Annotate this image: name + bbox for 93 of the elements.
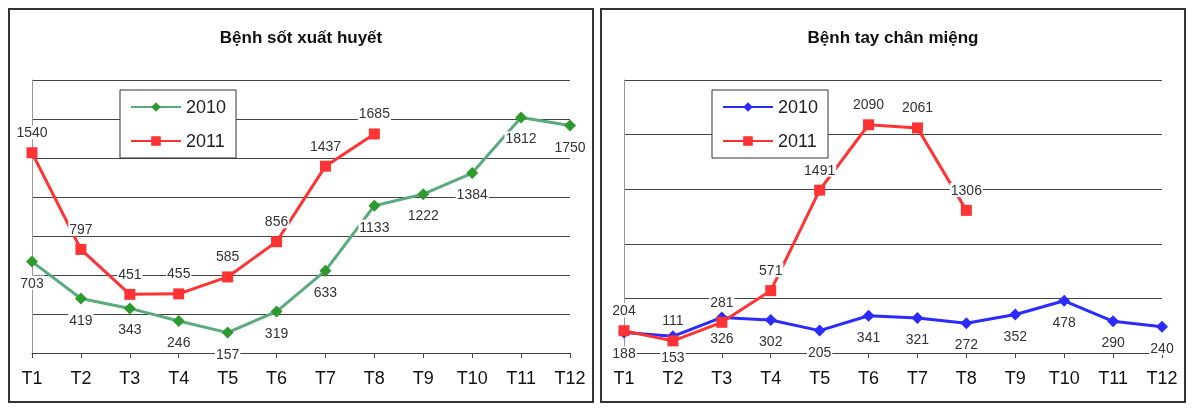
chart-title: Bệnh tay chân miệng [807,28,979,47]
x-tick-label: T5 [809,368,831,388]
data-label: 1437 [309,137,342,154]
legend-label: 2011 [778,131,817,151]
x-tick-label: T9 [1004,368,1026,388]
data-label: 321 [905,330,930,347]
point [124,288,136,300]
point [911,122,923,134]
point [26,147,38,159]
data-label: 478 [1052,313,1077,330]
data-label: 856 [264,213,289,230]
data-label: 205 [807,343,832,360]
x-tick-label: T1 [613,368,635,388]
chart-title: Bệnh sốt xuất huyết [219,28,383,47]
legend-label: 2010 [778,97,819,117]
point [716,316,728,328]
data-label: 1491 [804,161,836,178]
point [75,243,87,255]
data-label: 2061 [901,99,934,116]
x-tick-label: T3 [119,368,141,388]
data-label: 157 [215,345,240,362]
x-tick-label: T6 [266,368,288,388]
data-label: 2090 [852,96,885,113]
x-tick-label: T11 [506,368,536,388]
data-label: 455 [167,265,191,282]
x-tick-label: T10 [1048,368,1080,388]
x-tick-label: T7 [314,368,336,388]
point [1009,308,1022,321]
data-label: 1685 [358,105,391,122]
point [813,324,826,337]
point [911,311,924,324]
data-label: 290 [1101,334,1125,351]
x-tick-label: T9 [412,368,434,388]
data-label: 281 [710,293,734,310]
x-tick-label: T4 [168,368,190,388]
data-label: 1540 [16,124,48,141]
data-label: 272 [954,336,979,353]
point [960,317,973,330]
x-tick-label: T6 [858,368,880,388]
data-label: 240 [1150,339,1174,356]
point [667,335,679,347]
data-label: 1384 [456,186,488,203]
point [814,184,826,196]
data-label: 302 [759,333,783,350]
point [862,309,875,322]
point [1058,294,1071,307]
data-label: 246 [167,334,191,351]
legend-label: 2010 [186,97,227,117]
x-tick-label: T12 [554,368,586,388]
data-label: 1750 [554,138,586,155]
x-tick-label: T1 [21,368,43,388]
point [222,271,234,283]
point [319,160,331,172]
data-label: 111 [662,312,684,329]
data-label: 352 [1003,327,1028,344]
x-tick-label: T10 [456,368,488,388]
x-tick-label: T8 [955,368,977,388]
point [1107,315,1120,328]
point [960,204,972,216]
point [863,119,875,131]
data-label: 1306 [950,181,983,198]
data-label: 204 [612,302,636,319]
point [368,128,380,140]
data-label: 343 [118,321,142,338]
data-label: 1133 [359,218,390,235]
point [765,285,777,297]
data-label: 188 [612,345,636,362]
point [1156,320,1168,333]
x-tick-label: T2 [70,368,92,388]
data-label: 326 [710,330,734,347]
data-label: 1222 [407,207,440,224]
x-tick-label: T2 [662,368,684,388]
data-label: 341 [856,328,881,345]
point [271,236,283,248]
x-tick-label: T3 [711,368,733,388]
x-tick-label: T11 [1098,368,1128,388]
data-label: 451 [118,265,142,282]
legend-label: 2011 [186,131,225,151]
data-label: 571 [759,262,783,279]
data-label: 419 [69,311,93,328]
data-label: 585 [215,248,240,265]
x-tick-label: T8 [363,368,385,388]
point [173,288,185,300]
data-label: 319 [264,324,289,341]
x-tick-label: T5 [217,368,239,388]
x-tick-label: T7 [906,368,928,388]
x-tick-label: T4 [760,368,782,388]
data-label: 633 [313,283,338,300]
data-label: 153 [661,349,685,366]
data-label: 703 [20,274,44,291]
x-tick-label: T12 [1146,368,1178,388]
data-label: 1812 [505,130,537,147]
data-label: 797 [69,220,93,237]
